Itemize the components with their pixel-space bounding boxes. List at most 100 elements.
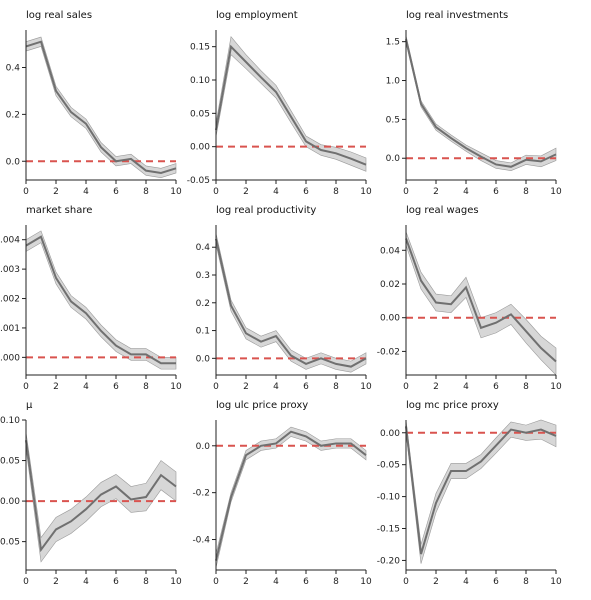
impulse-response-line	[215, 238, 367, 368]
subplot-title: log real productivity	[216, 205, 316, 216]
subplot-4: market share 0.000 0.001 0.002 0.003 0.004 0 2 4…	[0, 205, 182, 392]
confidence-band	[25, 230, 177, 370]
y-tick-label: 0.10	[0, 416, 20, 426]
y-tick-label: -0.05	[377, 461, 400, 471]
y-tick-label: 0.00	[190, 143, 210, 153]
x-tick-label: 2	[53, 382, 59, 392]
subplot-6: log real wages -0.02 0.00 0.02 0.04 0 2 4 6 8 10	[377, 205, 562, 392]
impulse-response-line	[405, 426, 557, 555]
y-tick-label: 0.00	[380, 429, 400, 439]
y-tick-label: 0.0	[6, 157, 21, 167]
x-tick-label: 0	[213, 577, 219, 587]
y-tick-label: 1.0	[386, 77, 401, 87]
y-tick-label: 0.003	[0, 265, 20, 275]
x-tick-label: 10	[550, 577, 562, 587]
x-tick-label: 8	[143, 577, 149, 587]
x-tick-label: 2	[243, 187, 249, 197]
y-tick-label: 1.5	[386, 38, 400, 48]
x-tick-label: 4	[463, 187, 469, 197]
x-tick-label: 4	[273, 577, 279, 587]
impulse-response-line	[405, 238, 557, 363]
impulse-response-line	[405, 39, 557, 168]
y-tick-label: -0.02	[377, 347, 400, 357]
subplot-title: log employment	[216, 10, 298, 21]
confidence-band	[215, 233, 367, 373]
y-tick-label: 0.2	[6, 110, 20, 120]
x-tick-label: 10	[170, 187, 182, 197]
x-tick-label: 2	[243, 577, 249, 587]
impulse-response-line	[25, 235, 176, 365]
y-tick-label: 0.00	[380, 314, 400, 324]
x-tick-label: 8	[523, 577, 529, 587]
x-tick-label: 6	[493, 382, 499, 392]
x-tick-label: 4	[83, 577, 89, 587]
y-tick-label: 0.3	[196, 271, 210, 281]
subplot-3: log real investments 0.0 0.5 1.0 1.5 0 2 4 6 8 10	[386, 10, 562, 197]
y-tick-label: 0.004	[0, 236, 20, 246]
x-tick-label: 8	[333, 577, 339, 587]
subplot-8: log ulc price proxy -0.4 -0.2 0.0 0 2 4 6 8 10	[192, 400, 372, 587]
x-tick-label: 6	[303, 577, 309, 587]
y-tick-label: 0.2	[196, 299, 210, 309]
x-tick-label: 2	[433, 187, 439, 197]
x-tick-label: 6	[493, 577, 499, 587]
y-tick-label: 0.4	[6, 64, 21, 74]
confidence-band	[25, 432, 177, 563]
x-tick-label: 0	[213, 187, 219, 197]
y-tick-label: 0.4	[196, 243, 211, 253]
y-tick-label: 0.15	[190, 43, 210, 53]
x-tick-label: 6	[113, 577, 119, 587]
x-tick-label: 10	[550, 187, 562, 197]
impulse-response-line	[215, 44, 367, 166]
x-tick-label: 4	[463, 577, 469, 587]
x-tick-label: 2	[433, 382, 439, 392]
subplot-title: log mc price proxy	[406, 400, 499, 411]
x-tick-label: 4	[83, 187, 89, 197]
subplot-title: log real sales	[26, 10, 92, 21]
x-tick-label: 10	[360, 577, 372, 587]
x-tick-label: 4	[83, 382, 89, 392]
y-tick-label: 0.000	[0, 353, 20, 363]
subplot-title: log real wages	[406, 205, 479, 216]
subplot-title: log ulc price proxy	[216, 400, 308, 411]
subplot-title: market share	[26, 205, 92, 216]
impulse-response-line	[25, 40, 177, 174]
y-tick-label: -0.4	[192, 536, 210, 546]
x-tick-label: 4	[273, 382, 279, 392]
x-tick-label: 6	[303, 382, 309, 392]
x-tick-label: 2	[433, 577, 439, 587]
y-tick-label: 0.1	[196, 327, 210, 337]
x-tick-label: 6	[493, 187, 499, 197]
x-tick-label: 6	[113, 382, 119, 392]
subplot-title: μ	[26, 400, 33, 411]
y-tick-label: 0.04	[380, 246, 400, 256]
subplot-7: μ -0.05 0.00 0.05 0.10 0 2 4 6 8 10	[0, 400, 182, 587]
x-tick-label: 0	[23, 577, 29, 587]
x-tick-label: 4	[463, 382, 469, 392]
y-tick-label: 0.5	[386, 115, 400, 125]
y-tick-label: -0.05	[187, 176, 210, 186]
y-tick-label: 0.05	[190, 109, 210, 119]
subplot-title: log real investments	[406, 10, 508, 21]
impulse-response-line	[215, 430, 367, 561]
x-tick-label: 2	[53, 577, 59, 587]
y-tick-label: 0.0	[196, 442, 211, 452]
x-tick-label: 10	[550, 382, 562, 392]
confidence-band	[215, 35, 367, 172]
y-tick-label: -0.05	[0, 538, 20, 548]
y-tick-label: 0.0	[196, 354, 211, 364]
x-tick-label: 0	[403, 382, 409, 392]
x-tick-label: 2	[243, 382, 249, 392]
subplot-2: log employment -0.05 0.00 0.05 0.10 0.15 0 2 4 6 8…	[187, 10, 372, 197]
y-tick-label: 0.02	[380, 280, 400, 290]
y-tick-label: 0.001	[0, 324, 20, 334]
y-tick-label: 0.0	[386, 154, 401, 164]
x-tick-label: 0	[403, 187, 409, 197]
x-tick-label: 0	[23, 187, 29, 197]
x-tick-label: 8	[333, 187, 339, 197]
x-tick-label: 0	[403, 577, 409, 587]
x-tick-label: 6	[303, 187, 309, 197]
x-tick-label: 6	[113, 187, 119, 197]
x-tick-label: 0	[23, 382, 29, 392]
